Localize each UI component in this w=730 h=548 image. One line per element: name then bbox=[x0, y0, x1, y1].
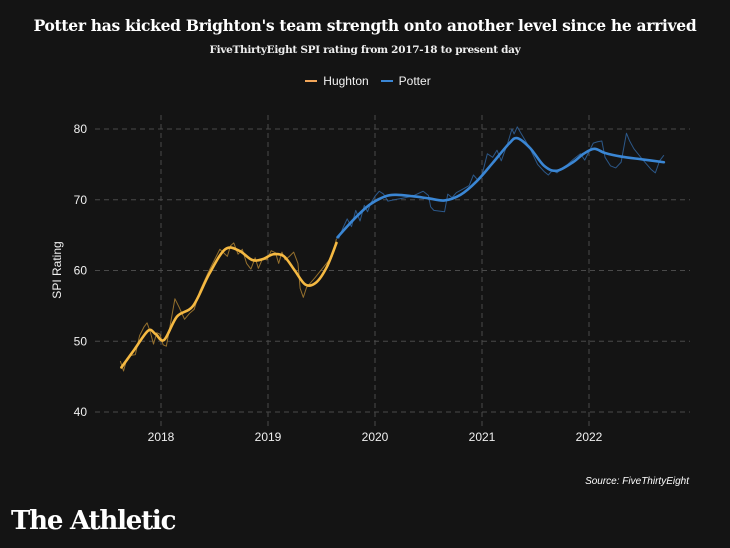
x-tick-label: 2021 bbox=[469, 430, 496, 444]
chart-title: Potter has kicked Brighton's team streng… bbox=[33, 16, 697, 35]
grid-lines bbox=[95, 115, 690, 426]
legend-item-potter: Potter bbox=[380, 74, 431, 88]
chart-subtitle: FiveThirtyEight SPI rating from 2017-18 … bbox=[209, 44, 521, 56]
y-tick-label: 70 bbox=[74, 193, 88, 207]
y-tick-label: 80 bbox=[74, 122, 88, 136]
series-hughton-smoothed-line bbox=[120, 241, 338, 369]
legend-label-hughton: Hughton bbox=[323, 74, 369, 88]
legend-label-potter: Potter bbox=[398, 74, 431, 88]
x-tick-label: 2018 bbox=[148, 430, 175, 444]
y-tick-label: 40 bbox=[74, 405, 88, 419]
source-note: Source: FiveThirtyEight bbox=[585, 476, 689, 487]
legend-swatch-potter bbox=[380, 80, 393, 82]
x-tick-label: 2019 bbox=[255, 430, 282, 444]
y-tick-label: 60 bbox=[74, 264, 88, 278]
series-potter-smoothed-line bbox=[336, 136, 666, 239]
y-axis: 40 50 60 70 80 bbox=[74, 122, 88, 419]
chart-legend: Hughton Potter bbox=[0, 74, 730, 88]
publisher-logo: The Athletic bbox=[11, 506, 176, 536]
legend-item-hughton: Hughton bbox=[305, 74, 369, 88]
x-tick-label: 2020 bbox=[362, 430, 389, 444]
series-lines bbox=[119, 126, 666, 372]
x-axis: 2018 2019 2020 2021 2022 bbox=[148, 430, 603, 444]
series-potter-raw-line bbox=[338, 126, 665, 239]
y-axis-title: SPI Rating bbox=[50, 241, 64, 298]
y-tick-label: 50 bbox=[74, 334, 88, 348]
legend-swatch-hughton bbox=[305, 80, 318, 82]
x-tick-label: 2022 bbox=[576, 430, 603, 444]
series-hughton-raw-line bbox=[119, 238, 337, 372]
